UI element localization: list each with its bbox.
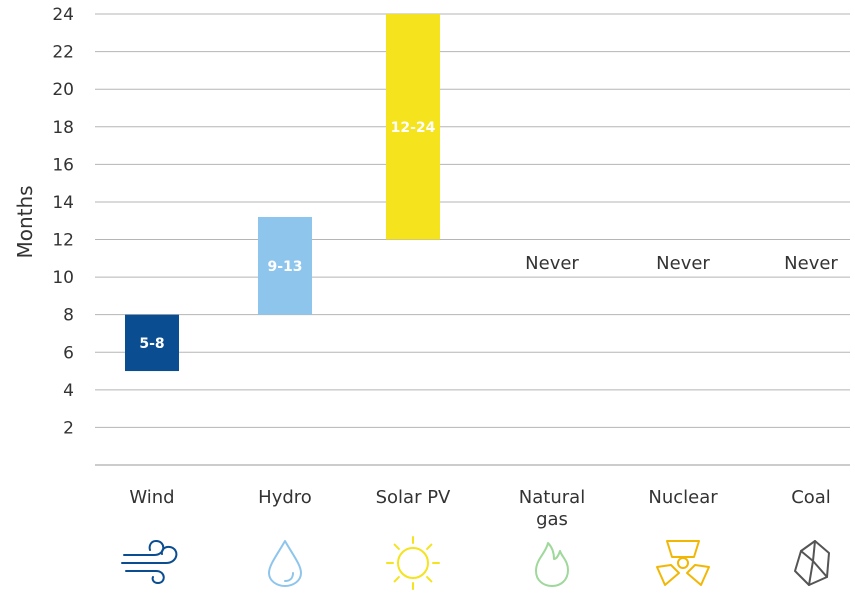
y-axis-title: Months [13, 185, 37, 258]
x-category-label: Nuclear [648, 487, 718, 508]
y-tick-label: 10 [52, 268, 74, 288]
y-tick-label: 16 [52, 155, 74, 175]
never-label: Never [656, 253, 710, 274]
grid-lines [95, 13, 850, 466]
y-tick-label: 14 [52, 193, 74, 213]
annotations: Never Never Never [525, 253, 838, 274]
bar-hydro [258, 216, 312, 315]
never-label: Never [525, 253, 579, 274]
flame-icon [535, 542, 569, 587]
y-tick-label: 18 [52, 118, 74, 138]
x-category-label: Solar PV [376, 487, 451, 508]
bar-value-label: 9-13 [267, 259, 302, 275]
x-axis-categories: Wind Hydro Solar PV Natural gas Nuclear Coal [129, 487, 830, 530]
wind-icon [121, 540, 178, 584]
bars: 5-8 9-13 12-24 [125, 14, 440, 372]
never-label: Never [784, 253, 838, 274]
radiation-icon [656, 540, 710, 586]
water-drop-icon [268, 540, 302, 587]
x-category-label: Natural gas [519, 487, 585, 530]
y-tick-label: 12 [52, 231, 74, 251]
x-category-label: Coal [791, 487, 831, 508]
coal-icon [794, 540, 830, 586]
y-tick-label: 22 [52, 43, 74, 63]
y-tick-label: 20 [52, 80, 74, 100]
bar-solar-pv [386, 14, 440, 240]
y-tick-label: 8 [63, 306, 74, 326]
x-category-label: Wind [129, 487, 174, 508]
category-icons [121, 536, 830, 590]
y-tick-label: 2 [63, 418, 74, 438]
bar-value-label: 12-24 [391, 120, 436, 136]
y-tick-label: 4 [63, 381, 74, 401]
bar-wind [125, 314, 179, 372]
y-tick-label: 6 [63, 343, 74, 363]
sun-icon [386, 536, 440, 590]
y-tick-label: 24 [52, 5, 74, 25]
bar-value-label: 5-8 [139, 336, 164, 352]
x-category-label: Hydro [258, 487, 312, 508]
